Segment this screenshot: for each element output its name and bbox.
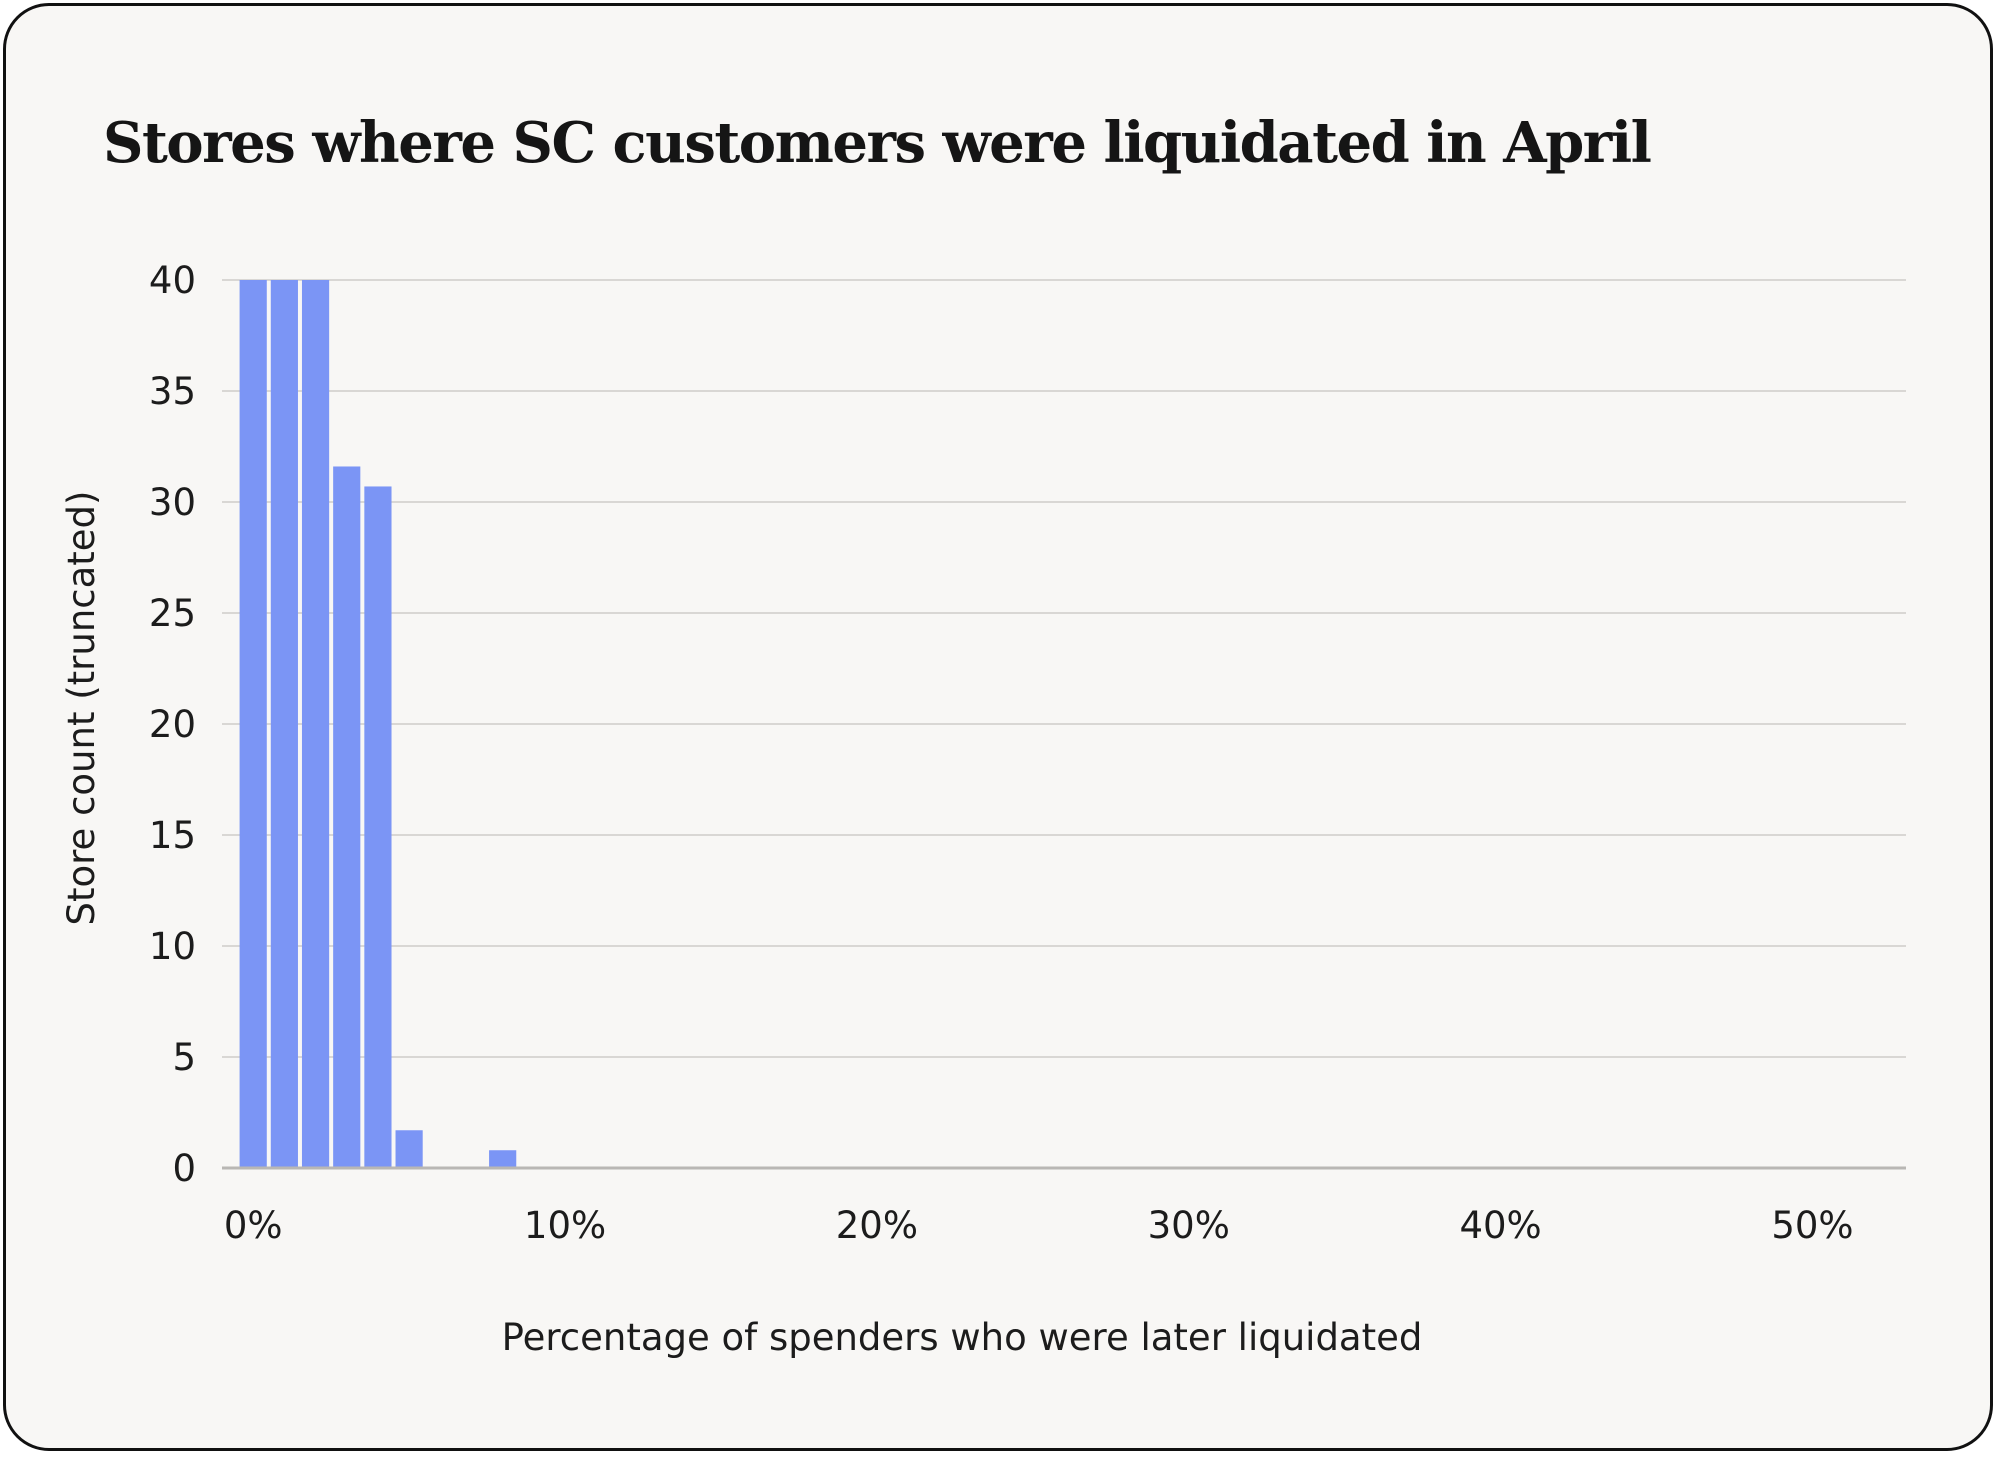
- x-tick-label: 40%: [1459, 1204, 1541, 1247]
- gridlines: [222, 279, 1906, 1058]
- x-axis-ticks: 0% 10% 20% 30% 40% 50%: [224, 1204, 1854, 1247]
- y-tick-label: 15: [149, 814, 196, 857]
- y-tick-label: 25: [149, 592, 196, 635]
- y-tick-label: 5: [172, 1036, 196, 1079]
- histogram-bar: [364, 486, 392, 1169]
- y-tick-label: 30: [149, 481, 196, 524]
- histogram-bar: [489, 1150, 517, 1168]
- x-tick-label: 20%: [836, 1204, 918, 1247]
- x-tick-label: 10%: [524, 1204, 606, 1247]
- y-tick-label: 0: [172, 1147, 196, 1190]
- histogram-bar: [395, 1130, 423, 1168]
- chart-title: Stores where SC customers were liquidate…: [103, 110, 1652, 176]
- y-axis-label: Store count (truncated): [60, 491, 103, 926]
- x-tick-label: 50%: [1771, 1204, 1853, 1247]
- y-tick-label: 35: [149, 370, 196, 413]
- y-tick-label: 10: [149, 925, 196, 968]
- y-tick-label: 40: [149, 259, 196, 302]
- histogram-bar: [270, 280, 298, 1168]
- x-tick-label: 30%: [1148, 1204, 1230, 1247]
- histogram-bar: [239, 280, 267, 1168]
- bars: [239, 280, 517, 1169]
- histogram-bar: [301, 280, 330, 1168]
- y-axis-ticks: 0 5 10 15 20 25 30 35 40: [149, 259, 196, 1190]
- y-tick-label: 20: [149, 703, 196, 746]
- x-tick-label: 0%: [224, 1204, 283, 1247]
- histogram-bar: [333, 466, 361, 1169]
- x-axis-label: Percentage of spenders who were later li…: [502, 1316, 1423, 1359]
